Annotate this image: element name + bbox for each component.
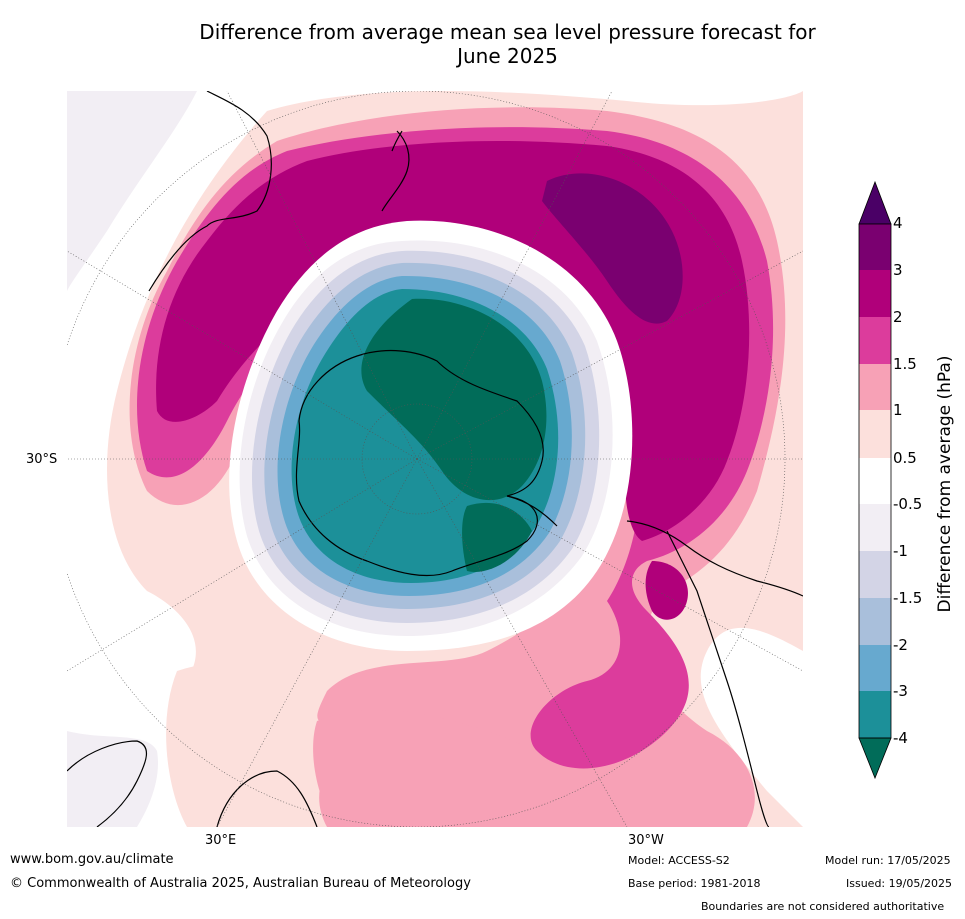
colorbar-frame (858, 223, 892, 739)
title-line-1: Difference from average mean sea level p… (199, 20, 816, 44)
antarctic-peninsula (506, 495, 558, 527)
anomaly-2-3-south (645, 561, 688, 620)
footer-copyright: © Commonwealth of Australia 2025, Austra… (10, 876, 471, 891)
colorbar-tick-2: 2 (893, 308, 903, 326)
colorbar-neg-2 (859, 645, 891, 691)
colorbar-tick-0.5: 0.5 (893, 449, 917, 467)
anomaly-1-1.5-lower (313, 710, 579, 827)
south-america-coastline (626, 520, 803, 827)
anomaly-neg-4-east (462, 502, 532, 572)
colorbar-tick-neg-2: -2 (893, 636, 908, 654)
footer-model: Model: ACCESS-S2 (628, 854, 730, 867)
colorbar-2-3 (859, 270, 891, 317)
colorbar-svg (858, 180, 892, 780)
colorbar-3-4 (859, 224, 891, 270)
lon-label-30e: 30°E (205, 833, 237, 848)
colorbar-neg-0.5 (859, 504, 891, 551)
anomaly-edge-neg-nw (67, 91, 197, 291)
pressure-anomaly-map (67, 91, 803, 827)
footer-website: www.bom.gov.au/climate (10, 852, 174, 867)
colorbar-tick-3: 3 (893, 261, 903, 279)
anomaly-3-4-core (542, 173, 683, 324)
colorbar-extend-max (858, 180, 892, 225)
colorbar-tick-neg-4: -4 (893, 729, 908, 747)
lon-label-30w: 30°W (628, 833, 664, 848)
footer-model-run: Model run: 17/05/2025 (825, 854, 951, 867)
colorbar-extend-min (858, 737, 892, 780)
antarctica-coastline (295, 349, 544, 577)
colorbar-tick-1.5: 1.5 (893, 355, 917, 373)
colorbar-tick-neg-3: -3 (893, 682, 908, 700)
colorbar-tick-neg-0.5: -0.5 (893, 495, 923, 513)
footer-base-period: Base period: 1981-2018 (628, 877, 761, 890)
anomaly-neg-4 (361, 298, 547, 501)
new-zealand-coastline (381, 130, 410, 212)
colorbar-1.5-2 (859, 317, 891, 364)
australia-coastline (148, 91, 272, 292)
africa-coastline (67, 740, 318, 827)
colorbar-neg-3 (859, 691, 891, 738)
footer-disclaimer: Boundaries are not considered authoritat… (701, 900, 945, 913)
map-svg (67, 91, 803, 827)
map-graticule (67, 91, 803, 827)
title-line-2: June 2025 (457, 44, 558, 68)
colorbar (858, 180, 898, 780)
lat-label-30s: 30°S (26, 452, 58, 467)
colorbar-tick-4: 4 (893, 214, 903, 232)
colorbar-neg-1 (859, 551, 891, 598)
chart-title: Difference from average mean sea level p… (100, 20, 915, 68)
colorbar-neutral (859, 458, 891, 504)
footer-issued: Issued: 19/05/2025 (846, 877, 953, 890)
anomaly-edge-neg-sw (67, 731, 158, 827)
colorbar-label: Difference from average (hPa) (935, 355, 955, 613)
colorbar-neg-1.5 (859, 598, 891, 645)
colorbar-tick-1: 1 (893, 401, 903, 419)
colorbar-0.5-1 (859, 410, 891, 458)
colorbar-tick-neg-1.5: -1.5 (893, 589, 923, 607)
colorbar-1-1.5 (859, 364, 891, 410)
colorbar-tick-neg-1: -1 (893, 542, 908, 560)
